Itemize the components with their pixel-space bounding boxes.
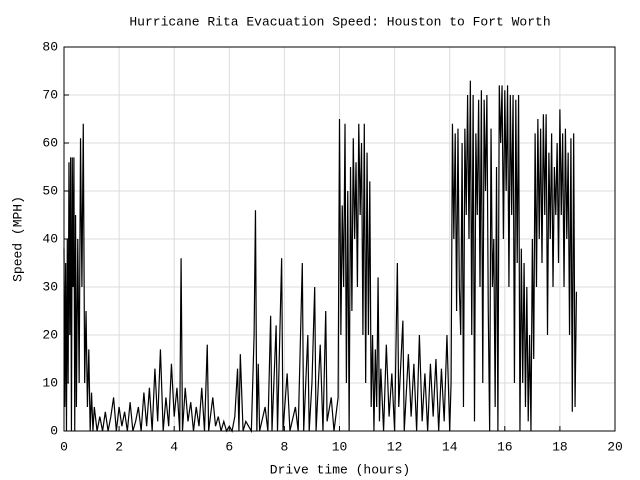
x-tick-label: 20 xyxy=(607,439,623,454)
speed-line xyxy=(63,80,578,434)
x-tick-label: 8 xyxy=(280,439,288,454)
y-tick-label: 50 xyxy=(42,183,58,198)
y-tick-label: 60 xyxy=(42,135,58,150)
x-tick-label: 0 xyxy=(60,439,68,454)
y-tick-label: 30 xyxy=(42,279,58,294)
plot-frame xyxy=(63,46,616,432)
y-axis-label: Speed (MPH) xyxy=(10,196,25,282)
x-tick-label: 18 xyxy=(552,439,568,454)
chart-title: Hurricane Rita Evacuation Speed: Houston… xyxy=(129,14,550,29)
x-tick-label: 10 xyxy=(332,439,348,454)
y-tick-label: 70 xyxy=(42,87,58,102)
x-tick-label: 14 xyxy=(442,439,458,454)
x-tick-label: 16 xyxy=(497,439,513,454)
x-axis-label: Drive time (hours) xyxy=(270,462,410,477)
x-tick-label: 2 xyxy=(115,439,123,454)
plot xyxy=(63,80,578,434)
y-tick-label: 20 xyxy=(42,327,58,342)
x-tick-label: 4 xyxy=(170,439,178,454)
y-tick-label: 0 xyxy=(50,423,58,438)
x-tick-label: 12 xyxy=(387,439,403,454)
y-tick-label: 80 xyxy=(42,39,58,54)
x-tick-label: 6 xyxy=(225,439,233,454)
y-tick-label: 40 xyxy=(42,231,58,246)
y-tick-label: 10 xyxy=(42,375,58,390)
